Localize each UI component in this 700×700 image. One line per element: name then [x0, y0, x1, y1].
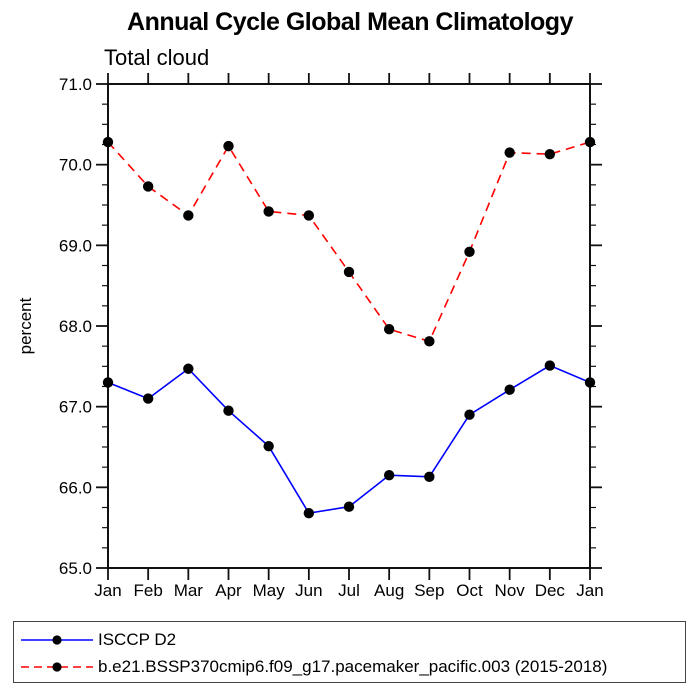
- legend-line-sample-dashed: [21, 661, 93, 672]
- series-0-marker: [504, 384, 515, 395]
- series-0-marker: [183, 363, 194, 374]
- chart-title: Annual Cycle Global Mean Climatology: [127, 8, 573, 36]
- series-line-0: [107, 364, 591, 515]
- chart-subtitle: Total cloud: [104, 45, 210, 70]
- x-tick-label: Dec: [535, 581, 566, 600]
- series-1-marker: [223, 140, 234, 152]
- y-tick-label: 68.0: [59, 317, 92, 336]
- x-tick-label: Feb: [134, 581, 163, 600]
- series-0-marker: [584, 377, 596, 388]
- y-tick-label: 66.0: [59, 478, 92, 497]
- series-0-marker: [263, 440, 274, 452]
- y-tick-label: 65.0: [59, 559, 92, 578]
- legend-dot-icon: [52, 634, 62, 645]
- y-tick-label: 67.0: [59, 398, 92, 417]
- x-tick-label: Aug: [374, 581, 404, 600]
- series-1-marker: [183, 210, 194, 221]
- series-1-marker: [504, 147, 515, 158]
- series-1-marker: [263, 206, 274, 217]
- series-line-1: [107, 141, 591, 343]
- series-1-marker: [464, 246, 475, 257]
- legend-line-sample-solid: [21, 634, 93, 645]
- series-1-marker: [383, 324, 395, 335]
- x-tick-label: Jan: [94, 581, 121, 600]
- series-0-marker: [424, 471, 435, 483]
- series-1-marker: [102, 136, 114, 148]
- series-0-marker: [343, 501, 355, 512]
- legend-item-pacemaker: b.e21.BSSP370cmip6.f09_g17.pacemaker_pac…: [18, 653, 685, 680]
- x-tick-label: May: [253, 581, 286, 600]
- y-tick-label: 70.0: [59, 156, 92, 175]
- series-0-marker: [383, 470, 395, 481]
- y-tick-label: 71.0: [59, 75, 92, 94]
- legend-label: ISCCP D2: [98, 629, 177, 649]
- legend-box: ISCCP D2 b.e21.BSSP370cmip6.f09_g17.pace…: [13, 621, 686, 683]
- series-0-marker: [223, 405, 234, 416]
- x-tick-label: Jul: [338, 581, 360, 600]
- x-tick-label: Sep: [414, 581, 444, 600]
- series-1-marker: [142, 181, 154, 192]
- series-1-marker: [544, 148, 556, 160]
- legend-label: b.e21.BSSP370cmip6.f09_g17.pacemaker_pac…: [98, 656, 608, 676]
- series-1-marker: [584, 136, 596, 148]
- axis-box: [107, 83, 591, 569]
- series-1-marker: [303, 210, 315, 221]
- x-tick-label: Jun: [295, 581, 322, 600]
- series-0-marker: [464, 409, 475, 420]
- series-0-marker: [102, 377, 114, 388]
- legend-dot-icon: [52, 661, 62, 672]
- x-tick-label: Jan: [576, 581, 603, 600]
- series-1-marker: [424, 336, 435, 347]
- series-0-marker: [544, 360, 556, 371]
- x-tick-label: Apr: [215, 581, 242, 600]
- x-tick-label: Mar: [174, 581, 204, 600]
- y-tick-label: 69.0: [59, 236, 92, 255]
- series-0-marker: [303, 507, 315, 519]
- series-1-marker: [343, 266, 355, 278]
- legend-item-isccp: ISCCP D2: [18, 626, 685, 653]
- series-0-marker: [142, 393, 154, 404]
- x-tick-label: Nov: [495, 581, 526, 600]
- x-tick-label: Oct: [456, 581, 483, 600]
